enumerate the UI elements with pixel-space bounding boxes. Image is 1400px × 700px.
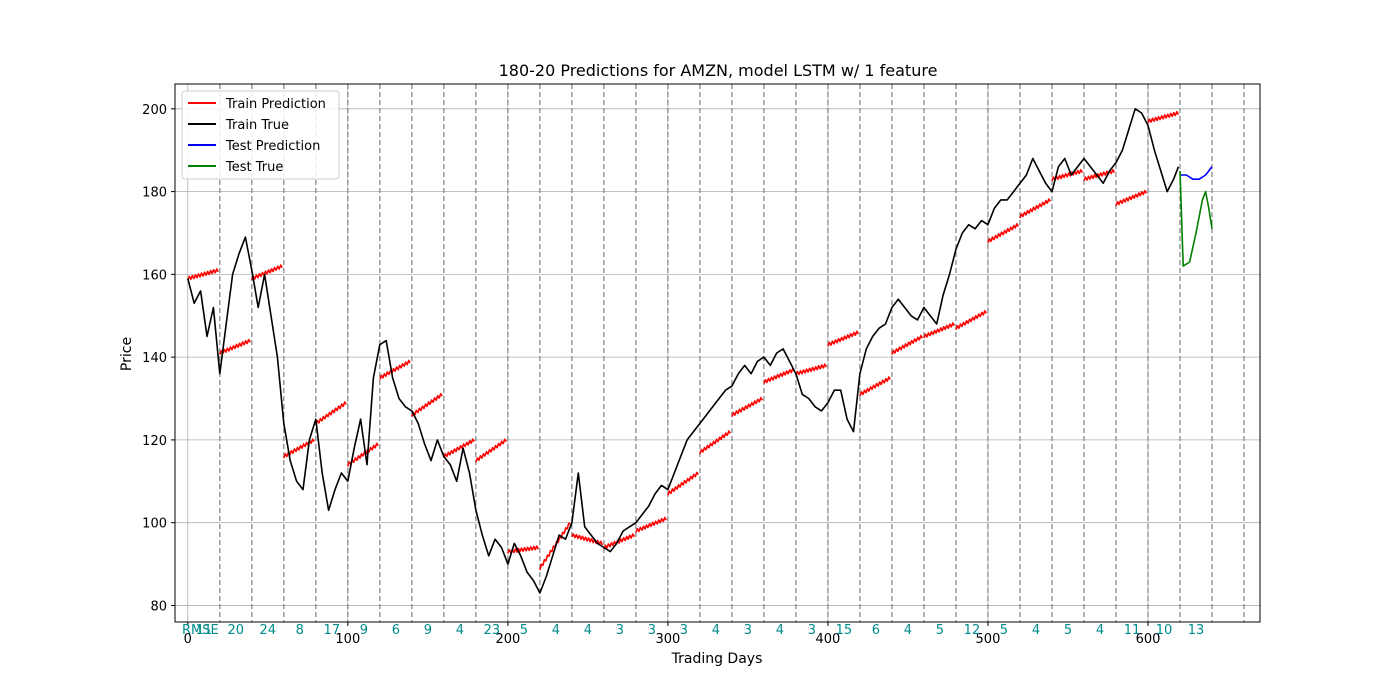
plot-frame [174,83,1261,623]
y-tick-label: 80 [150,599,167,614]
legend-box [181,90,340,180]
rmse-value: 4 [456,623,464,638]
rmse-value: 23 [484,623,501,638]
series-line-segment [251,264,283,281]
y-tick-label: 100 [142,517,167,532]
series-line-segment [603,533,635,550]
rmse-value: 4 [904,623,912,638]
series-test-true [1179,170,1213,267]
series-train-prediction [187,110,1180,571]
series-line-segment [475,438,507,463]
rmse-value: 8 [296,623,304,638]
axes: 0 100 200 300 400 500 600 80 100 120 140 160 180 200 [142,103,1160,647]
rmse-value: 3 [648,623,656,638]
series-lines [187,108,1213,594]
series-line-segment [763,367,795,384]
series-test-prediction [1180,166,1213,180]
series-line-segment [219,338,251,355]
series-line-segment [827,330,859,347]
rmse-value: 4 [584,623,592,638]
rmse-value: 3 [616,623,624,638]
y-tick-label: 140 [142,351,167,366]
series-line-segment [731,396,763,417]
series-line-segment [1051,168,1084,182]
rmse-value: 3 [744,623,752,638]
series-line-segment [443,438,475,459]
series-line-segment [795,363,828,376]
series-line-segment [859,376,891,397]
y-tick-label: 180 [142,186,167,201]
window-boundaries [219,84,1245,622]
legend-label: Train True [225,118,289,133]
series-line-segment [1179,170,1213,267]
x-tick-label: 100 [335,632,360,647]
rmse-value: 4 [712,623,720,638]
rmse-value: 6 [872,623,880,638]
series-line-segment [411,392,443,417]
rmse-value: 3 [808,623,816,638]
rmse-label: RMSE [182,623,219,638]
rmse-value: 5 [520,623,528,638]
x-tick-label: 200 [495,632,520,647]
series-line-segment [379,359,411,380]
rmse-value: 4 [552,623,560,638]
rmse-value: 4 [1032,623,1040,638]
x-tick-label: 300 [655,632,680,647]
series-line-segment [667,471,699,496]
rmse-value: 6 [392,623,400,638]
y-tick-label: 160 [142,268,167,283]
series-line-segment [635,516,667,533]
series-line-segment [1115,189,1148,206]
series-line-segment [315,401,347,426]
rmse-value: 24 [260,623,277,638]
chart-title: 180-20 Predictions for AMZN, model LSTM … [499,61,938,80]
x-tick-label: 600 [1136,632,1161,647]
x-axis-label: Trading Days [671,651,763,667]
rmse-value: 11 [1124,623,1141,638]
series-line-segment [699,430,731,455]
series-line-segment [347,442,379,467]
series-line-segment [1147,110,1180,124]
rmse-value: 5 [1064,623,1072,638]
rmse-value: 10 [1156,623,1173,638]
series-line-segment [187,108,1180,594]
x-tick-label: 500 [976,632,1001,647]
series-line-segment [571,533,604,546]
rmse-value: 13 [1188,623,1205,638]
y-tick-label: 120 [142,434,167,449]
series-line-segment [1019,198,1052,219]
series-line-segment [187,268,219,281]
series-line-segment [987,223,1020,244]
rmse-value: 5 [936,623,944,638]
rmse-value: 17 [324,623,341,638]
rmse-value: 9 [360,623,368,638]
rmse-value: 3 [680,623,688,638]
y-tick-label: 200 [142,103,167,118]
rmse-value: 4 [1096,623,1104,638]
legend-label: Train Prediction [225,97,326,112]
rmse-value: 11 [196,623,213,638]
x-tick-label: 400 [816,632,841,647]
rmse-value: 15 [836,623,853,638]
rmse-value: 12 [964,623,981,638]
y-axis-label: Price [119,337,135,371]
rmse-value: 9 [424,623,432,638]
series-line-segment [1180,166,1213,180]
legend: Train Prediction Train True Test Predictio… [181,90,340,180]
rmse-value: 4 [776,623,784,638]
x-tick-label: 0 [184,632,192,647]
series-line-segment [923,322,955,339]
series-line-segment [955,309,987,331]
rmse-value: 5 [1000,623,1008,638]
rmse-value: 20 [228,623,245,638]
series-train-true [187,108,1180,594]
legend-label: Test True [225,160,283,175]
series-line-segment [891,334,923,355]
legend-label: Test Prediction [225,139,320,154]
